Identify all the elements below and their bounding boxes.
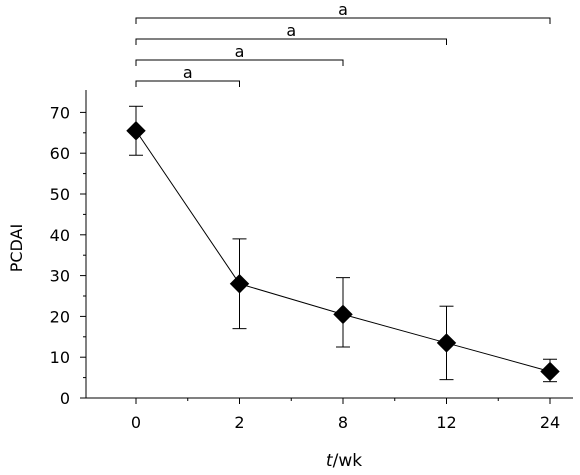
significance-label: a bbox=[286, 21, 296, 40]
significance-label: a bbox=[338, 0, 348, 19]
x-tick-label: 12 bbox=[436, 413, 456, 432]
x-axis-label-unit: /wk bbox=[333, 451, 363, 471]
y-tick-label: 20 bbox=[50, 307, 70, 326]
data-point-marker bbox=[436, 333, 457, 353]
data-point-marker bbox=[229, 274, 250, 294]
y-tick-label: 10 bbox=[50, 348, 70, 367]
data-point-marker bbox=[333, 304, 353, 325]
y-tick-label: 40 bbox=[50, 226, 70, 245]
x-tick-label: 0 bbox=[131, 413, 141, 432]
significance-bracket: a bbox=[135, 63, 240, 87]
significance-bracket: a bbox=[135, 0, 551, 24]
y-tick-label: 70 bbox=[50, 103, 70, 122]
bracket-line bbox=[135, 38, 447, 45]
significance-brackets: a a a a bbox=[135, 0, 551, 87]
axes bbox=[85, 90, 573, 399]
y-tick-label: 50 bbox=[50, 185, 70, 204]
y-tick-label: 0 bbox=[60, 389, 70, 408]
y-tick-label: 60 bbox=[50, 144, 70, 163]
bracket-line bbox=[135, 17, 551, 24]
significance-label: a bbox=[183, 63, 193, 82]
significance-bracket: a bbox=[135, 21, 447, 45]
y-tick-label: 30 bbox=[50, 267, 70, 286]
data-point-marker bbox=[540, 361, 560, 382]
x-axis-label-italic: t bbox=[326, 451, 334, 471]
y-axis-label: PCDAI bbox=[7, 224, 26, 273]
data-point-marker bbox=[126, 121, 146, 141]
x-axis-label: t/wk bbox=[326, 451, 362, 471]
x-tick-label: 8 bbox=[338, 413, 348, 432]
error-bars bbox=[129, 105, 557, 383]
data-series bbox=[126, 121, 560, 382]
x-tick-label: 2 bbox=[234, 413, 244, 432]
bracket-line bbox=[135, 59, 344, 66]
tick-labels: 0 10 20 30 40 50 60 70 0 2 8 12 24 bbox=[50, 103, 561, 432]
x-tick-label: 24 bbox=[540, 413, 560, 432]
tick-marks bbox=[80, 111, 551, 404]
significance-label: a bbox=[235, 42, 245, 61]
bracket-line bbox=[135, 80, 240, 87]
significance-bracket: a bbox=[135, 42, 344, 66]
